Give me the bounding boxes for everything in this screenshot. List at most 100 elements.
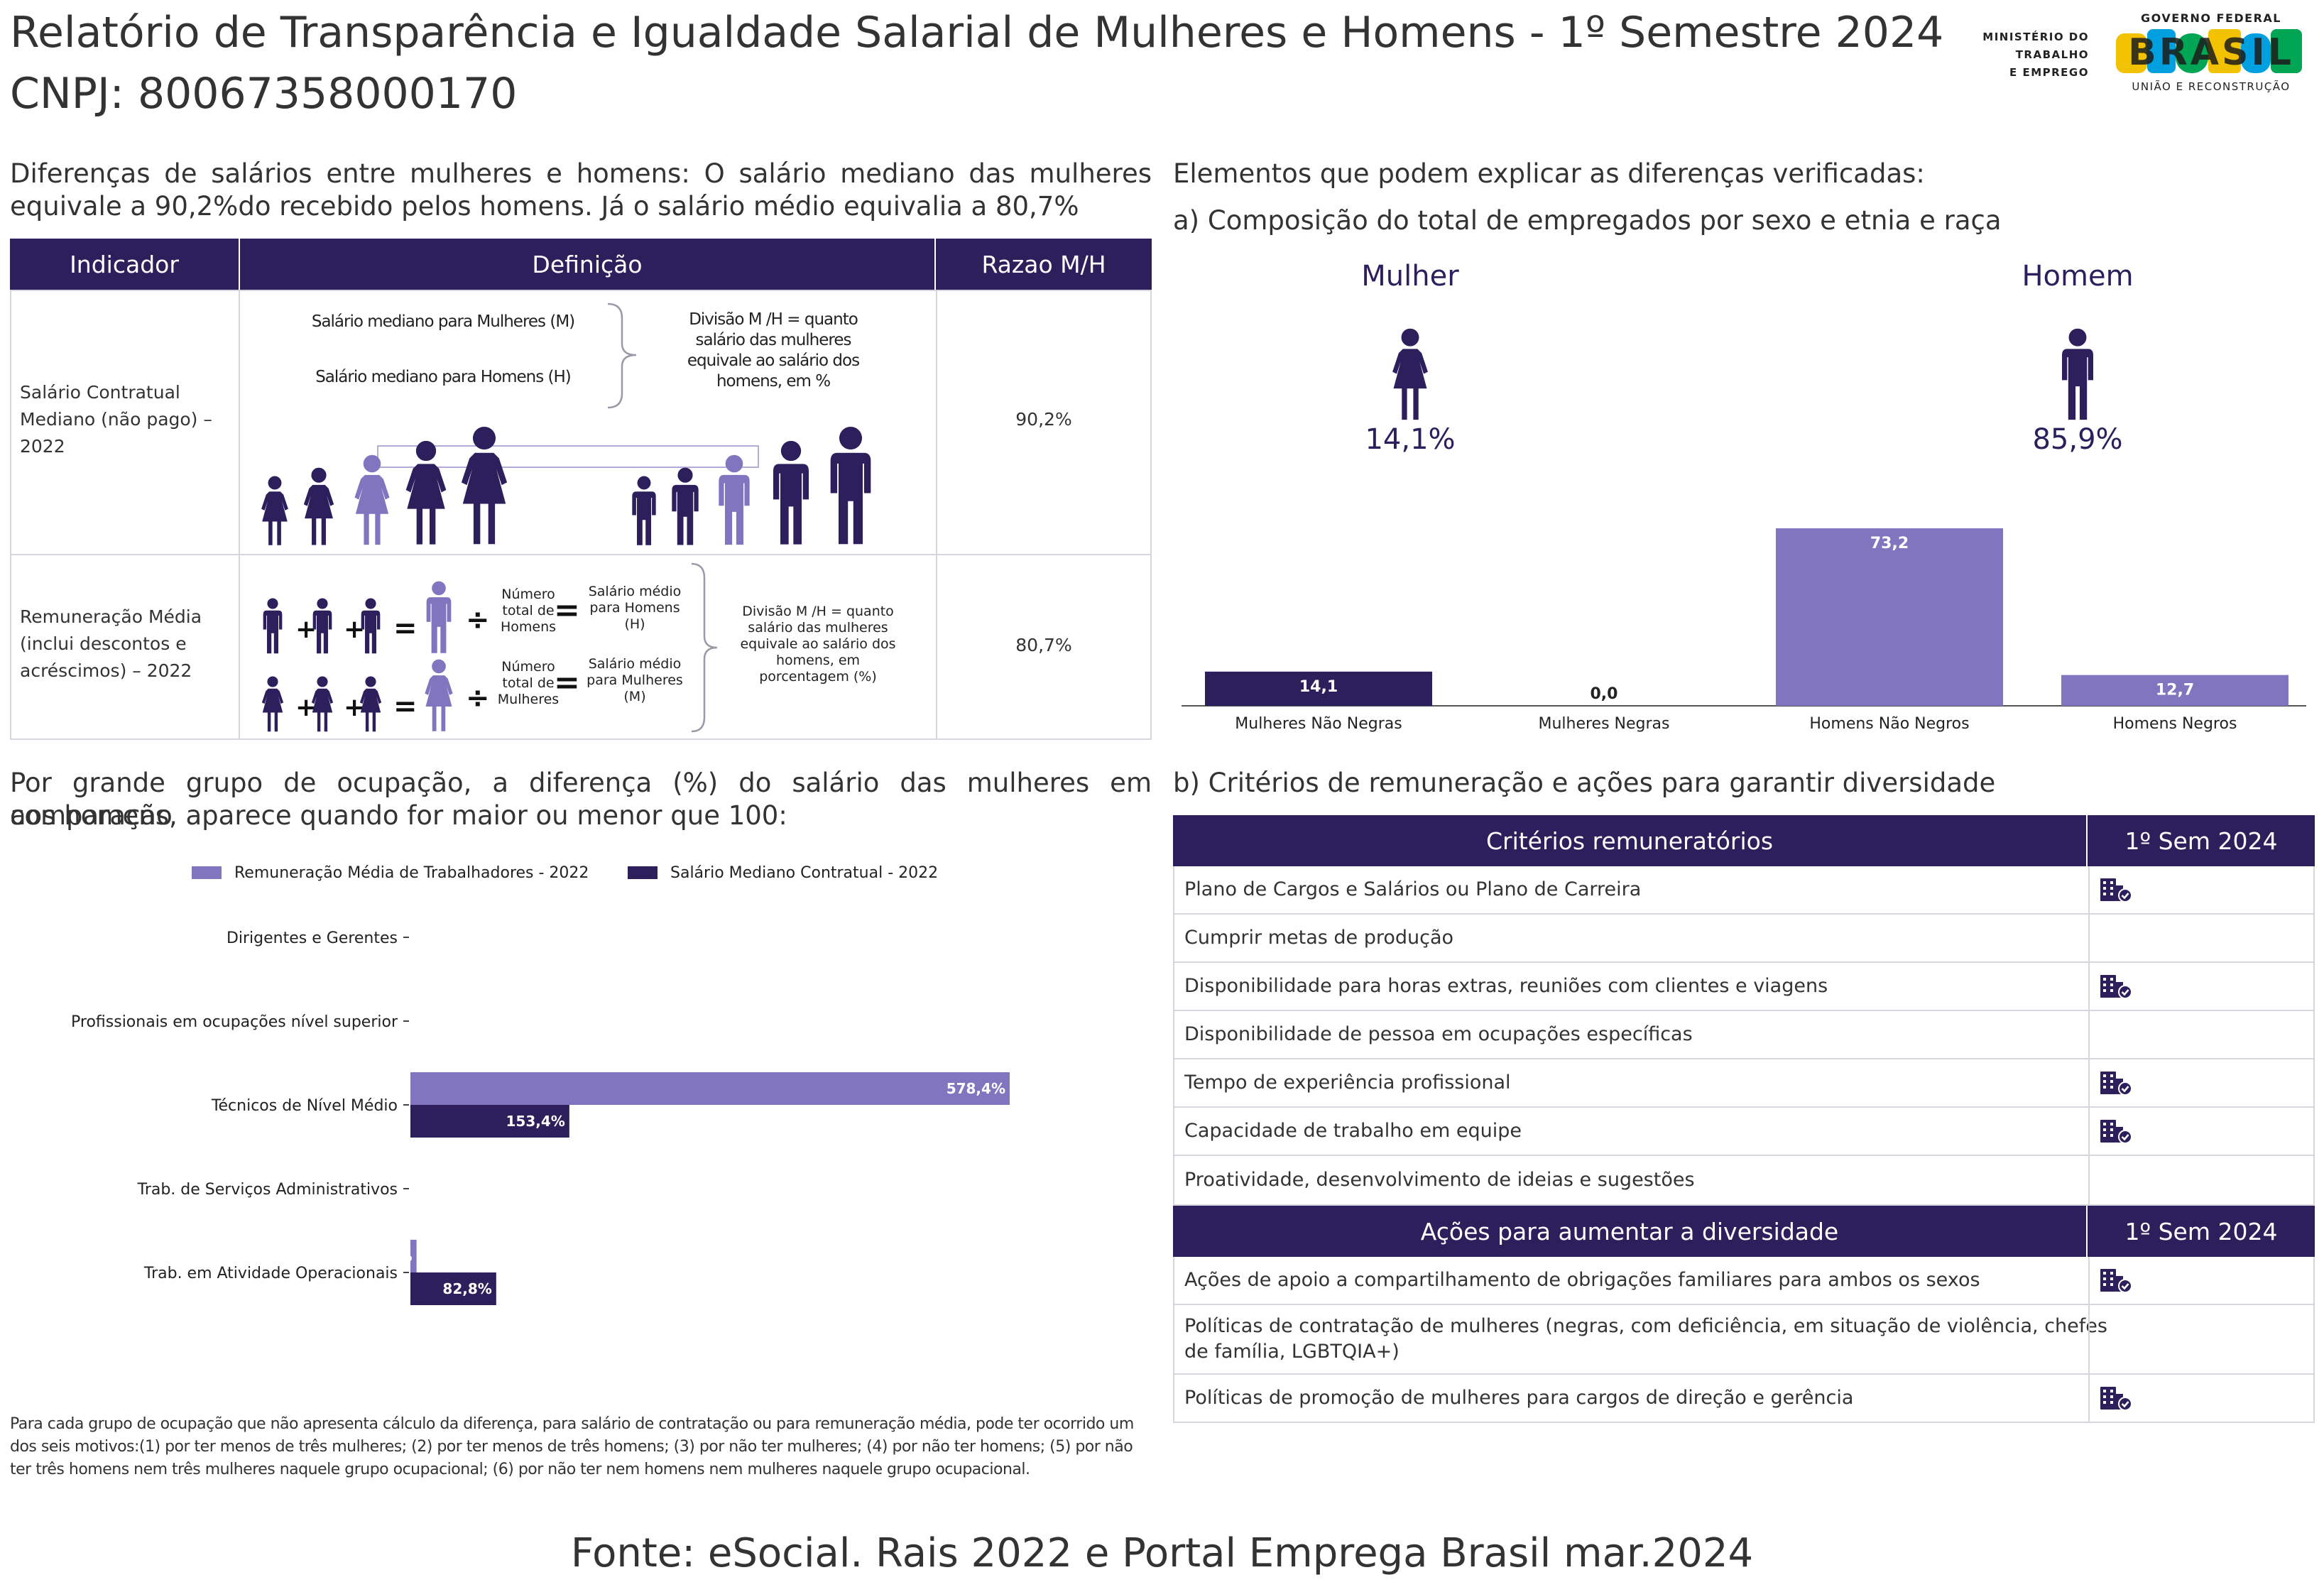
row-divider xyxy=(2088,1059,2090,1106)
gov-logo: GOVERNO FEDERAL BRASIL UNIÃO E RECONSTRU… xyxy=(2115,11,2308,93)
row-2-ratio: 80,7% xyxy=(1015,635,1072,655)
row-label: Cumprir metas de produção xyxy=(1184,927,1454,949)
man-icon xyxy=(361,598,381,654)
row-divider xyxy=(2088,1011,2090,1058)
woman-icon xyxy=(405,440,447,545)
avg-women-label: Salário médio para Mulheres (M) xyxy=(587,656,683,704)
ministry-logo-line-2: TRABALHO xyxy=(2015,48,2089,61)
composition-value-label: 12,7 xyxy=(2156,682,2194,699)
composition-bar xyxy=(1776,528,2003,706)
row-2-indicator: Remuneração Média (inclui descontos e ac… xyxy=(20,606,202,681)
occupation-value-label: 82,8% xyxy=(442,1280,491,1297)
woman-icon xyxy=(354,454,390,545)
row-1-brace xyxy=(607,302,637,409)
row-1-division: Divisão M /H = quanto salário das mulher… xyxy=(687,310,860,391)
svg-text:÷: ÷ xyxy=(466,604,490,636)
woman-icon xyxy=(303,467,334,545)
occupation-bar-remuneration xyxy=(410,1240,417,1272)
composition-bar xyxy=(2061,675,2288,706)
indicator-table: Indicador Definição Razao M/H Salário Co… xyxy=(10,239,1152,740)
composition-chart: 14,1 Mulheres Não Negras 0,0 Mulheres Negra… xyxy=(1182,528,2306,733)
svg-text:÷: ÷ xyxy=(466,682,490,714)
page-title: Relatório de Transparência e Igualdade S… xyxy=(10,8,1944,58)
table-row: Políticas de promoção de mulheres para c… xyxy=(1173,1375,2315,1423)
row-divider xyxy=(2088,866,2090,913)
row-label: Políticas de promoção de mulheres para c… xyxy=(1184,1387,1854,1409)
row-divider xyxy=(2088,915,2090,961)
man-icon xyxy=(719,454,750,545)
row-2-men-equation: + + = ÷ xyxy=(263,581,490,654)
woman-percentage: 14,1% xyxy=(1365,423,1456,456)
building-check-icon xyxy=(2099,1118,2133,1144)
row-label: Políticas de contratação de mulheres (ne… xyxy=(1184,1315,2107,1363)
header-definition: Definição xyxy=(240,239,934,290)
source: Fonte: eSocial. Rais 2022 e Portal Empre… xyxy=(570,1530,1754,1576)
occupation-bar-remuneration xyxy=(410,1072,1010,1105)
row-2-women-equation: + + = ÷ xyxy=(261,659,490,732)
woman-label: Mulher xyxy=(1361,260,1459,293)
occupation-chart: Remuneração Média de Trabalhadores - 202… xyxy=(71,864,1010,1305)
svg-text:=: = xyxy=(393,612,418,645)
gov-logo-word: BRASIL xyxy=(2128,31,2294,74)
occupation-category-label: Trab. de Serviços Administrativos xyxy=(137,1181,398,1199)
women-median-label: Salário mediano para Mulheres (M) xyxy=(311,312,575,331)
ministry-logo-line-1: MINISTÉRIO DO xyxy=(1982,31,2089,43)
occupation-bar-median xyxy=(410,1272,496,1305)
woman-icon xyxy=(261,476,288,545)
composition-subheading: a) Composição do total de empregados por… xyxy=(1173,205,2002,236)
composition-category-label: Homens Não Negros xyxy=(1809,715,1969,733)
equals-icon: = xyxy=(554,665,580,701)
building-check-icon xyxy=(2099,1070,2133,1096)
table-row: Políticas de contratação de mulheres (ne… xyxy=(1173,1305,2315,1375)
row-label: Ações de apoio a compartilhamento de obr… xyxy=(1184,1269,1980,1291)
man-icon xyxy=(773,440,809,545)
row-2-brace xyxy=(691,562,718,733)
occupation-category-label: Profissionais em ocupações nível superio… xyxy=(71,1013,398,1031)
composition-value-label: 14,1 xyxy=(1299,678,1338,696)
man-icon xyxy=(632,476,656,545)
woman-icon xyxy=(1389,328,1431,422)
criteria-header: Critérios remuneratórios xyxy=(1173,815,2086,866)
header-ratio: Razao M/H xyxy=(936,239,1152,290)
occupation-value-label: 153,4% xyxy=(506,1113,565,1130)
row-label: Tempo de experiência profissional xyxy=(1184,1072,1511,1094)
composition-category-label: Mulheres Não Negras xyxy=(1235,715,1402,733)
header-indicator: Indicador xyxy=(10,239,239,290)
composition-bar xyxy=(1205,671,1432,706)
man-label: Homem xyxy=(2022,260,2134,293)
gov-logo-mark: BRASIL xyxy=(2116,29,2302,74)
occupation-category-label: Dirigentes e Gerentes xyxy=(227,929,398,947)
man-icon xyxy=(312,598,332,654)
man-icon xyxy=(672,467,699,545)
table-row: Ações de apoio a compartilhamento de obr… xyxy=(1173,1257,2315,1305)
row-label: Disponibilidade para horas extras, reuni… xyxy=(1184,975,1828,997)
man-icon xyxy=(426,581,452,653)
men-median-label: Salário mediano para Homens (H) xyxy=(315,368,572,386)
table-row: Tempo de experiência profissional xyxy=(1173,1059,2315,1108)
building-check-icon xyxy=(2099,877,2133,903)
occupation-value-label: 5,9% xyxy=(373,1248,412,1265)
row-label: Plano de Cargos e Salários ou Plano de C… xyxy=(1184,878,1642,900)
composition-category-label: Mulheres Negras xyxy=(1538,715,1669,733)
occupation-line-1: Por grande grupo de ocupação, a diferenç… xyxy=(10,768,1152,831)
man-icon xyxy=(830,426,871,545)
composition-value-label: 73,2 xyxy=(1870,535,1909,552)
occupation-line-2: aos homens, aparece quando for maior ou … xyxy=(10,800,787,831)
occupation-value-label: 578,4% xyxy=(946,1080,1005,1097)
num-men-label: Número total de Homens xyxy=(500,587,557,635)
differences-line-1: Diferenças de salários entre mulheres e … xyxy=(10,158,1152,189)
equals-icon: = xyxy=(554,592,580,628)
elements-heading: Elementos que podem explicar as diferenç… xyxy=(1173,158,1925,189)
building-check-icon xyxy=(2099,974,2133,999)
criteria-subheading: b) Critérios de remuneração e ações para… xyxy=(1173,768,1996,798)
woman-icon xyxy=(311,676,334,732)
table-row: Disponibilidade de pessoa em ocupações e… xyxy=(1173,1011,2315,1059)
occupation-bar-median xyxy=(410,1105,569,1138)
row-divider xyxy=(2088,1375,2090,1422)
woman-icon xyxy=(425,659,453,731)
table-row: Proatividade, desenvolvimento de ideias … xyxy=(1173,1156,2315,1206)
footnote: Para cada grupo de ocupação que não apre… xyxy=(10,1415,1134,1478)
table-row: Capacidade de trabalho em equipe xyxy=(1173,1108,2315,1156)
row-2-division: Divisão M /H = quanto salário das mulher… xyxy=(740,604,896,685)
building-check-icon xyxy=(2099,1385,2133,1411)
